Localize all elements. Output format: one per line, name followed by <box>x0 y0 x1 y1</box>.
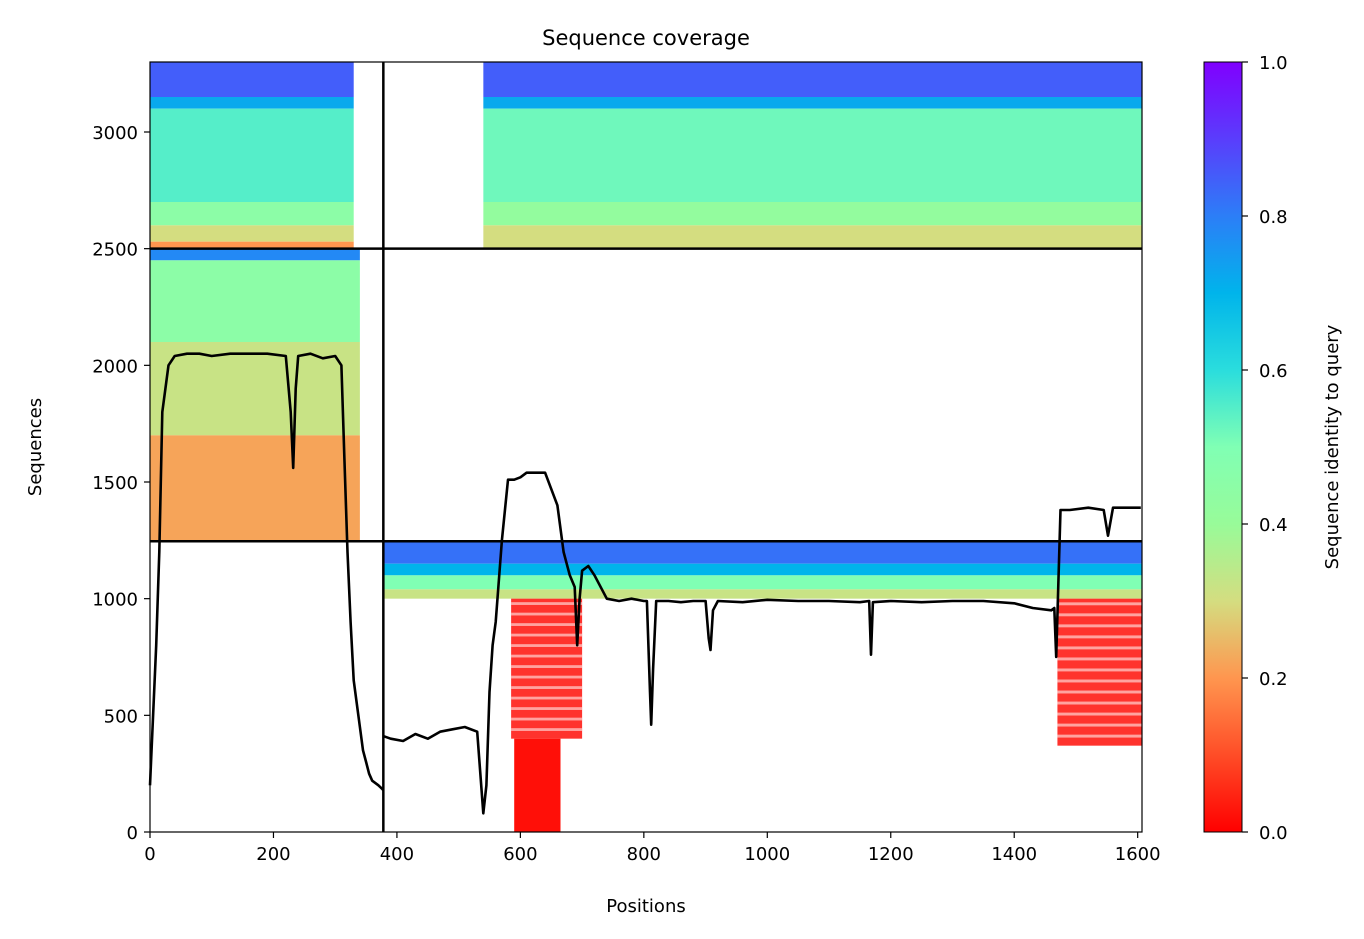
sparse-gap <box>1057 635 1142 639</box>
sparse-gap <box>1057 690 1142 694</box>
sparse-gap <box>1057 712 1142 716</box>
y-axis: 0 500 1000 1500 2000 2500 3000 <box>92 123 150 844</box>
heatmap-cell <box>150 248 360 261</box>
y-tick-label: 2000 <box>92 356 138 377</box>
y-tick-label: 2500 <box>92 240 138 261</box>
x-tick-label: 1200 <box>868 844 914 865</box>
coverage-line <box>148 352 1141 815</box>
heatmap-block <box>150 62 354 249</box>
heatmap-cell <box>483 97 1142 109</box>
x-tick-label: 200 <box>256 844 290 865</box>
colorbar-tick-label: 0.0 <box>1259 823 1288 844</box>
sparse-gap <box>1057 613 1142 617</box>
sparse-gap <box>511 717 583 721</box>
heatmap-block <box>483 62 1142 249</box>
plot-frame <box>149 61 1143 833</box>
heatmap-block <box>511 598 583 739</box>
y-tick-label: 3000 <box>92 123 138 144</box>
sparse-gap <box>511 686 583 689</box>
heatmap-block <box>1057 598 1142 746</box>
heatmap-cell <box>383 589 1142 599</box>
colorbar-tick-label: 0.6 <box>1259 361 1288 382</box>
sparse-gap <box>1057 679 1142 683</box>
sparse-gap <box>1057 657 1142 661</box>
heatmap-cell <box>514 738 561 832</box>
heatmap-cell <box>150 225 354 242</box>
colorbar-tick-label: 1.0 <box>1259 53 1288 74</box>
sparse-gap <box>511 602 583 605</box>
heatmap-cell <box>1057 598 1142 746</box>
x-tick-label: 1600 <box>1115 844 1161 865</box>
sparse-gap <box>1057 646 1142 650</box>
heatmap-block <box>150 248 360 542</box>
heatmap-block <box>514 738 561 832</box>
x-tick-label: 1400 <box>991 844 1037 865</box>
heatmap-cell <box>383 541 1142 564</box>
colorbar-axis: 0.0 0.2 0.4 0.6 0.8 1.0 <box>1242 53 1288 844</box>
y-tick-label: 1000 <box>92 590 138 611</box>
x-axis-label: Positions <box>606 896 685 917</box>
heatmap-cell <box>483 62 1142 97</box>
colorbar-tick-label: 0.2 <box>1259 669 1288 690</box>
y-axis-label: Sequences <box>25 398 46 496</box>
domain-boundaries <box>150 62 1142 832</box>
y-tick-label: 500 <box>104 706 138 727</box>
colorbar-label: Sequence identity to query <box>1322 324 1343 569</box>
x-tick-label: 400 <box>380 844 414 865</box>
colorbar-tick-label: 0.4 <box>1259 515 1288 536</box>
sparse-gap <box>1057 723 1142 727</box>
y-tick-label: 1500 <box>92 473 138 494</box>
y-tick-label: 0 <box>127 823 138 844</box>
sparse-gap <box>511 633 583 637</box>
x-tick-label: 800 <box>627 844 661 865</box>
heatmap-cell <box>150 435 360 542</box>
sparse-gap <box>511 654 583 658</box>
sparse-gap <box>511 612 583 616</box>
sparse-gap <box>511 675 583 679</box>
colorbar <box>1203 61 1243 833</box>
x-tick-label: 0 <box>144 844 155 865</box>
heatmap-cell <box>150 202 354 226</box>
heatmap-cell <box>483 225 1142 249</box>
heatmap-cell <box>511 598 583 739</box>
heatmap-cell <box>150 62 354 97</box>
sparse-gap <box>1057 668 1142 672</box>
sparse-gap <box>511 644 583 647</box>
colorbar-tick-label: 0.8 <box>1259 207 1288 228</box>
sparse-gap <box>1057 701 1142 705</box>
sparse-gap <box>1057 624 1142 628</box>
heatmap-cell <box>150 108 354 202</box>
heatmap-cell <box>150 260 360 342</box>
sparse-gap <box>1057 602 1142 606</box>
sparse-gap <box>511 728 583 731</box>
heatmap <box>150 62 1142 832</box>
chart-title: Sequence coverage <box>542 26 750 50</box>
heatmap-cell <box>150 241 354 249</box>
heatmap-cell <box>483 202 1142 226</box>
heatmap-cell <box>483 108 1142 202</box>
sparse-gap <box>511 623 583 626</box>
heatmap-cell <box>150 97 354 109</box>
sparse-gap <box>1057 734 1142 738</box>
sparse-gap <box>511 696 583 700</box>
heatmap-cell <box>383 563 1142 576</box>
x-tick-label: 1000 <box>744 844 790 865</box>
sparse-gap <box>511 707 583 710</box>
coverage-line-group <box>148 352 1141 815</box>
x-axis: 0 200 400 600 800 1000 1200 1400 1600 <box>144 832 1161 865</box>
x-tick-label: 600 <box>503 844 537 865</box>
sparse-gap <box>511 665 583 668</box>
